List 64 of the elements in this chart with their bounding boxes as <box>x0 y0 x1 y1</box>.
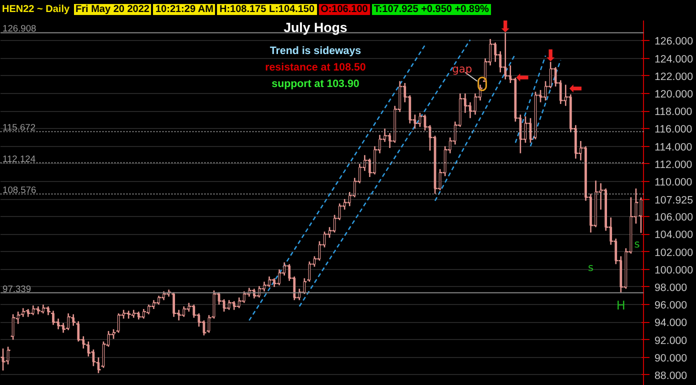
annotation: resistance at 108.50 <box>265 61 366 74</box>
annotation: gap <box>452 62 472 76</box>
chart-title: July Hogs <box>284 20 348 36</box>
y-tick-label: 98.000 <box>654 282 688 294</box>
candlestick <box>251 288 258 300</box>
candlestick <box>156 295 162 306</box>
y-tick-label: 106.000 <box>654 212 694 224</box>
y-tick-label: 116.000 <box>654 124 692 136</box>
y-tick-label: 126.000 <box>654 36 694 48</box>
y-tick-label: 102.000 <box>654 246 694 259</box>
ref-line-label: 115.672 <box>2 122 36 133</box>
y-tick-label: 90.000 <box>654 352 688 364</box>
candlestick <box>25 308 32 318</box>
annotation: s <box>634 237 640 250</box>
text: H:108.175 L:104.150 <box>217 4 317 15</box>
candlestick <box>30 304 36 316</box>
candlestick <box>136 310 142 320</box>
candlestick <box>170 292 177 318</box>
candlestick <box>45 306 52 316</box>
annotation: H <box>616 298 626 312</box>
y-tick-label: 122.000 <box>654 70 694 83</box>
annotation: ⬇ <box>544 46 558 66</box>
text: HEN22 ~ Daily <box>0 4 72 15</box>
annotation: ⬇ <box>498 17 512 36</box>
candlestick <box>40 304 46 314</box>
ref-line-label: 108.576 <box>2 184 36 195</box>
annotation: support at 103.90 <box>272 78 360 90</box>
annotation: s <box>588 261 594 274</box>
y-tick-label: 107.925 <box>654 194 694 207</box>
annotation: ⬅ <box>516 67 530 86</box>
text: Fri May 20 2022 <box>74 4 152 15</box>
candlestick <box>256 285 262 298</box>
annotation: Trend is sideways <box>270 45 362 57</box>
candlestick <box>65 312 72 331</box>
y-tick-label: 96.000 <box>654 300 688 312</box>
annotation: ⬅ <box>568 78 582 98</box>
y-tick-label: 94.000 <box>654 317 688 330</box>
candlestick <box>70 314 76 326</box>
y-tick-label: 118.000 <box>654 106 692 118</box>
candlestick <box>160 290 167 301</box>
candlestick <box>180 306 187 318</box>
y-tick-label: 124.000 <box>654 53 694 66</box>
candlestick <box>130 309 137 318</box>
y-tick-label: 114.000 <box>654 141 692 154</box>
text: O:106.100 <box>318 4 370 15</box>
candlestick <box>126 310 132 320</box>
ref-line-label: 112.124 <box>2 154 36 164</box>
candlestick <box>35 306 42 315</box>
ref-line-label: 126.908 <box>2 24 36 34</box>
y-tick-label: 120.000 <box>654 88 694 100</box>
candlestick <box>266 276 272 288</box>
candlestick <box>146 304 152 315</box>
y-tick-label: 104.000 <box>654 229 694 242</box>
y-tick-label: 110.000 <box>654 176 692 188</box>
candlestick <box>50 310 56 326</box>
y-tick-label: 92.000 <box>654 334 688 347</box>
y-tick-label: 112.000 <box>654 158 692 171</box>
text: T:107.925 +0.950 +0.89% <box>372 4 491 15</box>
y-tick-label: 100.000 <box>654 264 694 276</box>
text: 10:21:29 AM <box>153 4 216 15</box>
candlestick <box>502 32 508 80</box>
ref-line-label: 97.339 <box>2 284 32 294</box>
y-tick-label: 88.000 <box>654 370 688 382</box>
candlestick <box>140 308 147 320</box>
